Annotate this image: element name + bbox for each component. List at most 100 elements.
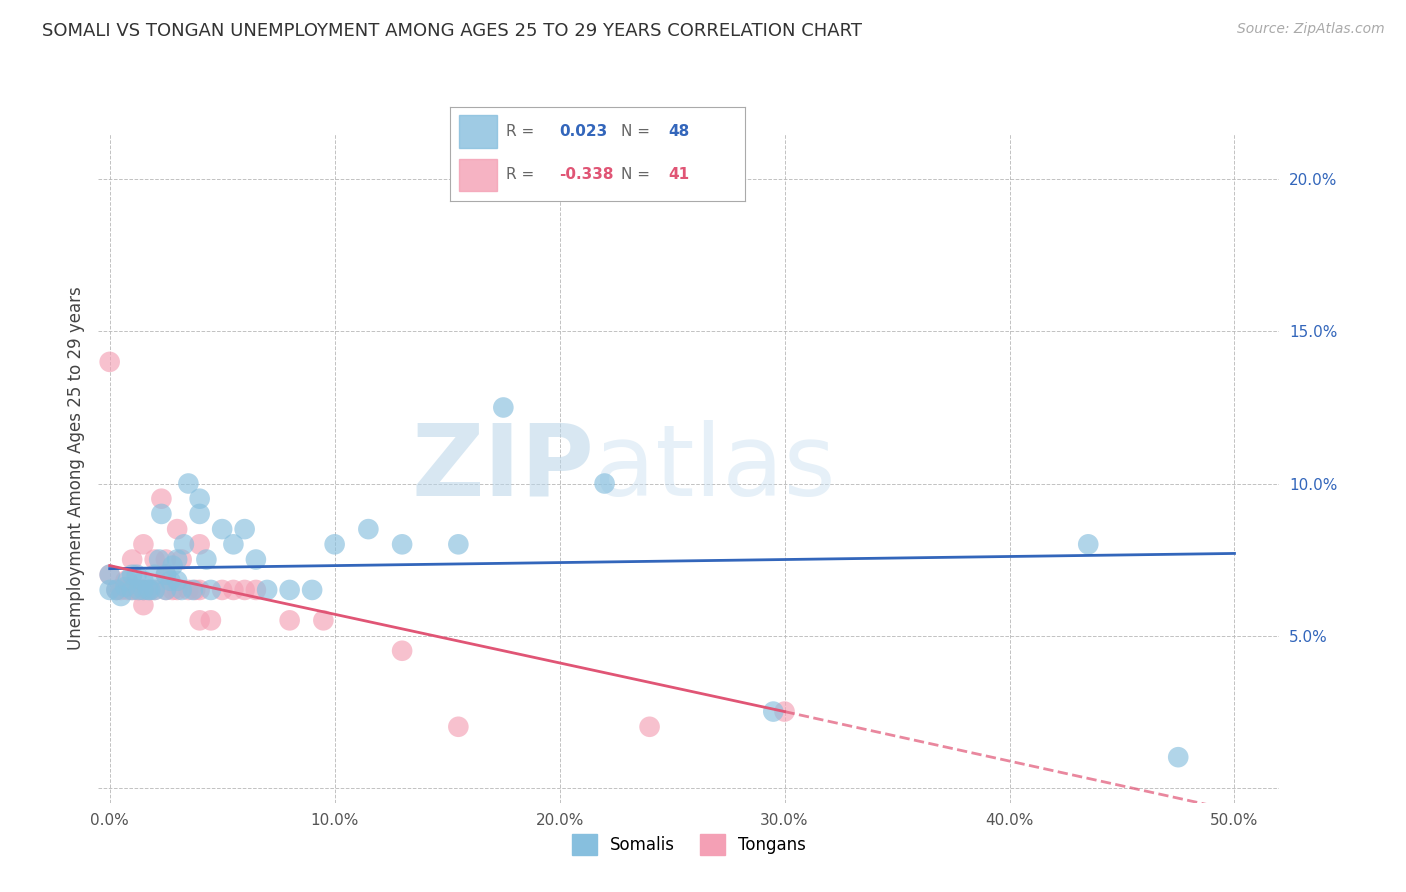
Point <box>98 567 121 582</box>
Point <box>1077 537 1099 551</box>
Text: N =: N = <box>621 124 655 139</box>
Point <box>136 582 159 597</box>
Point <box>773 705 796 719</box>
Point <box>125 567 148 582</box>
Point <box>98 582 121 597</box>
Point <box>188 537 211 551</box>
Y-axis label: Unemployment Among Ages 25 to 29 years: Unemployment Among Ages 25 to 29 years <box>66 286 84 650</box>
Point <box>114 574 136 588</box>
Legend: Somalis, Tongans: Somalis, Tongans <box>565 828 813 862</box>
Point <box>638 720 661 734</box>
Point <box>184 582 207 597</box>
Point <box>211 522 233 536</box>
Point <box>195 552 218 566</box>
Point <box>200 613 222 627</box>
Point <box>117 574 139 588</box>
Point <box>492 401 515 415</box>
Point <box>593 476 616 491</box>
Text: 0.023: 0.023 <box>560 124 607 139</box>
Bar <box>458 159 498 191</box>
Point <box>139 582 162 597</box>
Point <box>125 582 148 597</box>
Point <box>155 567 177 582</box>
Text: -0.338: -0.338 <box>560 168 613 183</box>
Point <box>132 582 155 597</box>
Point <box>117 582 139 597</box>
Point <box>177 582 200 597</box>
Point <box>105 582 128 597</box>
Point <box>391 644 413 658</box>
Point <box>148 552 170 566</box>
Text: atlas: atlas <box>595 420 837 516</box>
Point <box>323 537 346 551</box>
Point <box>256 582 278 597</box>
Point <box>98 355 121 369</box>
Point <box>166 552 188 566</box>
Point <box>132 582 155 597</box>
Point <box>166 582 188 597</box>
Point <box>211 582 233 597</box>
Point <box>132 537 155 551</box>
Point <box>155 582 177 597</box>
Point <box>301 582 323 597</box>
Point <box>447 537 470 551</box>
Point <box>143 567 166 582</box>
Text: 48: 48 <box>668 124 690 139</box>
Text: R =: R = <box>506 124 538 139</box>
Point <box>188 582 211 597</box>
Point <box>222 537 245 551</box>
Point <box>391 537 413 551</box>
Point <box>278 582 301 597</box>
Point <box>233 522 256 536</box>
Text: N =: N = <box>621 168 655 183</box>
Point <box>170 582 193 597</box>
Point <box>121 582 143 597</box>
Point <box>114 580 136 594</box>
Point <box>233 582 256 597</box>
Point <box>188 491 211 506</box>
Point <box>150 491 173 506</box>
Point <box>188 613 211 627</box>
Point <box>278 613 301 627</box>
Point <box>188 507 211 521</box>
Point <box>143 582 166 597</box>
Point <box>155 567 177 582</box>
Point <box>159 574 181 588</box>
Point <box>200 582 222 597</box>
Point <box>132 598 155 612</box>
Point <box>245 582 267 597</box>
Text: R =: R = <box>506 168 538 183</box>
Point <box>181 582 204 597</box>
Bar <box>458 115 498 148</box>
Text: 41: 41 <box>668 168 689 183</box>
Point <box>162 558 184 573</box>
Point <box>1167 750 1189 764</box>
Point <box>357 522 380 536</box>
Point <box>312 613 335 627</box>
Point <box>245 552 267 566</box>
Point <box>128 582 150 597</box>
Point <box>150 507 173 521</box>
Point <box>98 567 121 582</box>
Point <box>128 582 150 597</box>
Point <box>132 582 155 597</box>
Point <box>170 552 193 566</box>
Point <box>155 582 177 597</box>
Point <box>110 589 132 603</box>
Point <box>132 574 155 588</box>
Point <box>143 582 166 597</box>
Text: Source: ZipAtlas.com: Source: ZipAtlas.com <box>1237 22 1385 37</box>
Point <box>139 582 162 597</box>
Point <box>162 582 184 597</box>
Point <box>155 552 177 566</box>
Point <box>222 582 245 597</box>
Point <box>166 574 188 588</box>
Point <box>177 476 200 491</box>
Point <box>762 705 785 719</box>
Text: ZIP: ZIP <box>412 420 595 516</box>
Point <box>121 567 143 582</box>
Point <box>447 720 470 734</box>
Point <box>166 522 188 536</box>
Point <box>143 552 166 566</box>
Point <box>105 582 128 597</box>
